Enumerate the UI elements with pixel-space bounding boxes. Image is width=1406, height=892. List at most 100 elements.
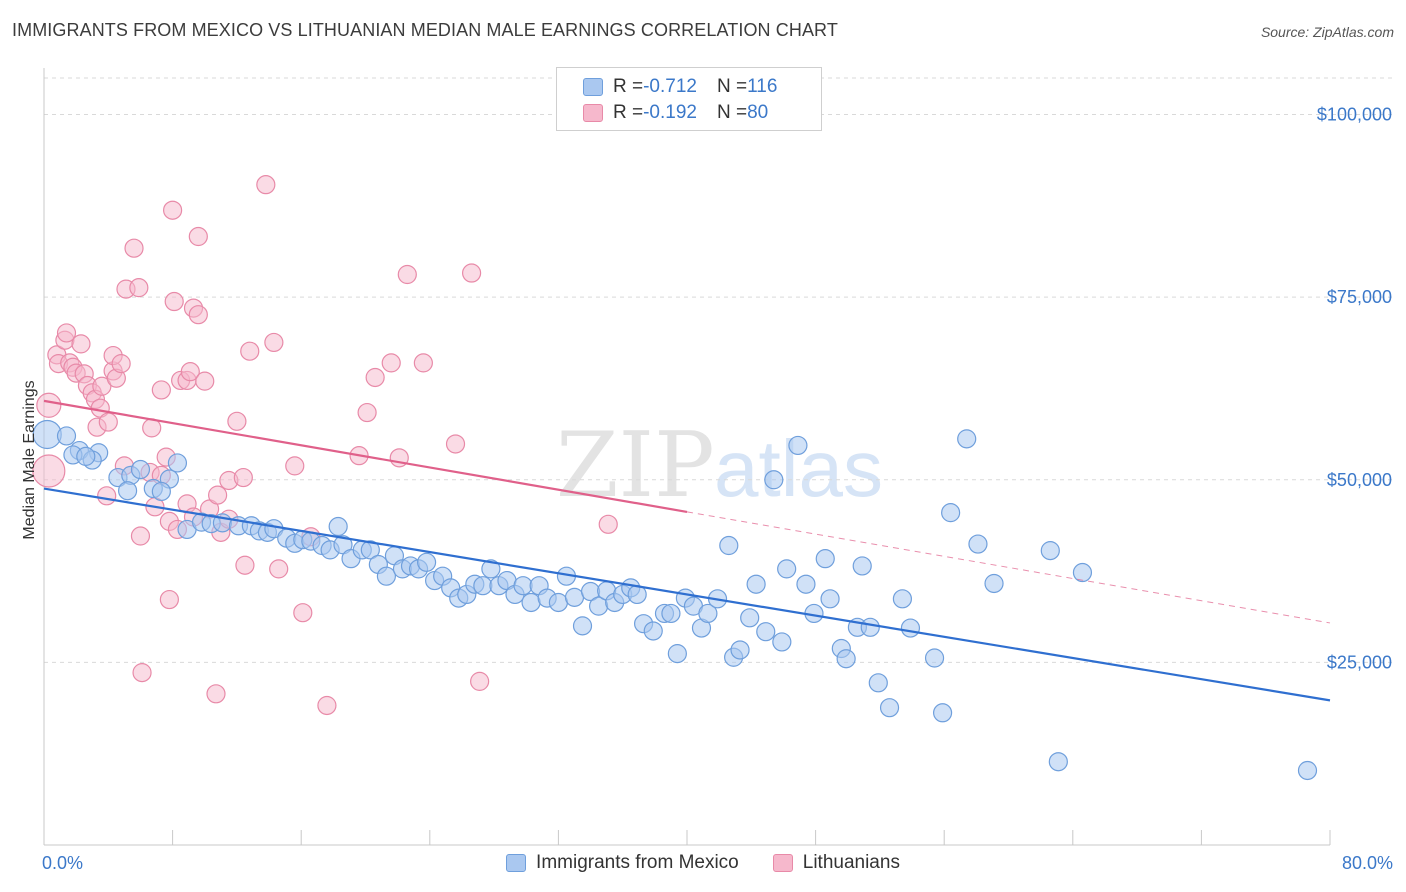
data-point-mexico bbox=[473, 576, 493, 596]
data-point-mexico bbox=[1040, 541, 1060, 561]
data-point-mexico bbox=[698, 603, 718, 624]
data-point-mexico bbox=[481, 559, 501, 579]
data-point-lithuanians bbox=[264, 332, 284, 353]
data-point-mexico bbox=[130, 459, 151, 480]
data-point-mexico bbox=[56, 426, 77, 446]
data-point-lithuanians bbox=[397, 264, 417, 285]
data-point-lithuanians bbox=[256, 175, 276, 195]
legend-label: Immigrants from Mexico bbox=[536, 852, 739, 873]
data-point-lithuanians bbox=[36, 392, 62, 418]
data-point-lithuanians bbox=[92, 376, 112, 396]
y-tick-label: $50,000 bbox=[1327, 470, 1392, 490]
data-point-mexico bbox=[117, 481, 138, 501]
data-point-lithuanians bbox=[129, 278, 149, 298]
n-label: N = bbox=[716, 102, 748, 123]
stats-legend: R = -0.712 N = 116 R = -0.192 N = 80 bbox=[556, 67, 822, 131]
stats-row-mexico: R = -0.712 N = 116 bbox=[583, 75, 777, 99]
data-point-lithuanians bbox=[206, 684, 226, 704]
data-point-mexico bbox=[756, 622, 776, 642]
legend-label: Lithuanians bbox=[802, 852, 900, 873]
data-point-lithuanians bbox=[413, 353, 433, 373]
n-value: 80 bbox=[747, 102, 769, 123]
data-point-lithuanians bbox=[151, 380, 171, 400]
data-point-lithuanians bbox=[233, 467, 253, 488]
data-point-lithuanians bbox=[598, 514, 618, 534]
data-point-mexico bbox=[746, 574, 766, 594]
trend-line-lithuanians bbox=[43, 399, 688, 513]
r-value: -0.712 bbox=[643, 76, 697, 97]
data-point-lithuanians bbox=[357, 402, 377, 423]
data-point-lithuanians bbox=[132, 663, 152, 683]
y-tick-label: $25,000 bbox=[1327, 652, 1392, 672]
data-point-mexico bbox=[740, 608, 760, 628]
data-point-lithuanians bbox=[445, 434, 466, 454]
legend-item-lithuanians[interactable]: Lithuanians bbox=[772, 852, 900, 874]
data-point-mexico bbox=[416, 552, 437, 572]
lithuanians-points bbox=[32, 175, 618, 716]
data-point-lithuanians bbox=[159, 589, 179, 610]
data-point-mexico bbox=[868, 673, 888, 693]
y-axis-label: Median Male Earnings bbox=[21, 380, 38, 539]
data-point-mexico bbox=[860, 617, 880, 637]
r-label: R = bbox=[613, 76, 644, 97]
data-point-mexico bbox=[548, 592, 569, 613]
data-point-lithuanians bbox=[180, 362, 200, 382]
lithuanians-swatch bbox=[772, 854, 793, 872]
data-point-mexico bbox=[777, 559, 797, 579]
data-point-lithuanians bbox=[208, 485, 228, 505]
data-point-lithuanians bbox=[461, 263, 482, 283]
data-point-mexico bbox=[167, 453, 188, 473]
data-point-mexico bbox=[521, 592, 541, 613]
data-point-mexico bbox=[796, 574, 816, 594]
data-point-mexico bbox=[852, 556, 872, 576]
trend-line-lithuanians-extension bbox=[686, 511, 1331, 624]
data-point-lithuanians bbox=[188, 226, 208, 247]
data-point-mexico bbox=[984, 573, 1004, 594]
data-point-mexico bbox=[941, 503, 961, 523]
data-point-mexico bbox=[360, 540, 380, 560]
y-tick-label: $100,000 bbox=[1317, 105, 1392, 125]
data-point-mexico bbox=[376, 566, 396, 586]
data-point-lithuanians bbox=[470, 671, 490, 691]
data-point-mexico bbox=[564, 587, 585, 607]
data-point-mexico bbox=[968, 534, 988, 554]
data-point-mexico bbox=[764, 470, 784, 490]
r-value: -0.192 bbox=[643, 102, 697, 123]
data-point-mexico bbox=[815, 549, 835, 569]
data-point-lithuanians bbox=[124, 238, 144, 258]
data-point-mexico bbox=[1297, 760, 1318, 781]
lithuanians-swatch bbox=[583, 104, 603, 122]
data-point-mexico bbox=[1048, 752, 1068, 772]
legend-item-mexico[interactable]: Immigrants from Mexico bbox=[506, 852, 739, 874]
data-point-lithuanians bbox=[269, 559, 289, 579]
data-point-mexico bbox=[924, 648, 945, 668]
data-point-mexico bbox=[328, 516, 348, 537]
data-point-mexico bbox=[836, 649, 856, 669]
y-tick-label: $75,000 bbox=[1327, 287, 1392, 307]
chart-title: IMMIGRANTS FROM MEXICO VS LITHUANIAN MED… bbox=[12, 20, 838, 40]
data-point-mexico bbox=[667, 644, 687, 664]
data-point-lithuanians bbox=[130, 526, 151, 546]
data-point-mexico bbox=[730, 640, 750, 660]
data-point-lithuanians bbox=[285, 456, 305, 476]
data-point-lithuanians bbox=[240, 341, 260, 361]
data-point-lithuanians bbox=[163, 200, 183, 220]
data-point-mexico bbox=[76, 446, 96, 466]
data-point-lithuanians bbox=[293, 603, 313, 623]
data-point-lithuanians bbox=[381, 353, 401, 373]
data-point-lithuanians bbox=[365, 367, 385, 388]
data-point-lithuanians bbox=[98, 412, 118, 432]
data-point-mexico bbox=[719, 535, 739, 556]
data-point-mexico bbox=[892, 589, 913, 609]
data-point-mexico bbox=[879, 698, 900, 718]
data-point-lithuanians bbox=[32, 454, 66, 488]
data-point-lithuanians bbox=[97, 486, 117, 506]
data-point-lithuanians bbox=[195, 371, 215, 391]
n-value: 116 bbox=[747, 76, 778, 97]
data-point-lithuanians bbox=[235, 555, 255, 575]
data-point-lithuanians bbox=[56, 323, 77, 343]
data-point-mexico bbox=[820, 589, 840, 609]
data-point-mexico bbox=[1072, 562, 1093, 583]
data-point-mexico bbox=[772, 632, 792, 652]
